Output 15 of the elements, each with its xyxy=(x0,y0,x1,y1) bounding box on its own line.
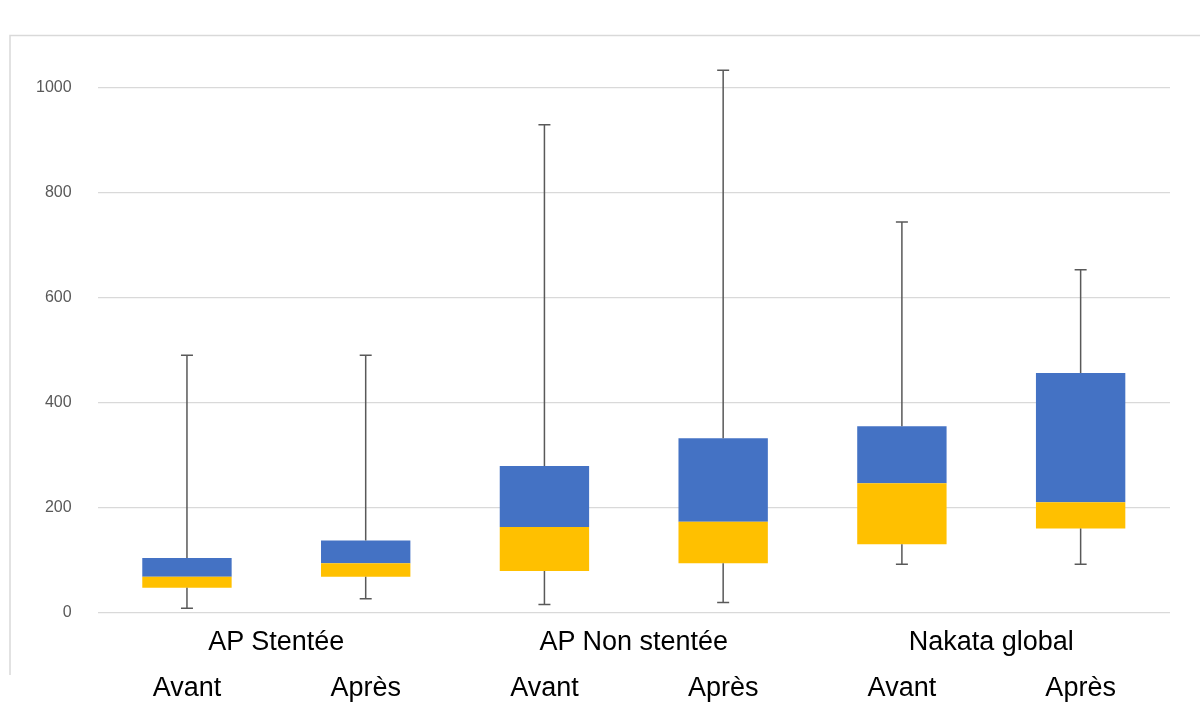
x-tick-label: Après xyxy=(330,672,401,703)
y-tick-label: 200 xyxy=(44,498,72,516)
text: AP Non stentée xyxy=(539,626,729,657)
y-tick-label: 1000 xyxy=(36,78,72,96)
x-tick-label: Après xyxy=(1045,672,1116,703)
x-tick-label: Après xyxy=(687,672,759,703)
x-tick-label: Avant xyxy=(152,672,222,703)
y-tick-label: 400 xyxy=(44,393,72,411)
y-tick-label: 800 xyxy=(44,183,72,201)
x-tick-label: Avant xyxy=(867,672,937,703)
y-tick-label: 0 xyxy=(62,603,72,621)
text: AP Stentée xyxy=(208,626,345,657)
text: Nakata global xyxy=(908,626,1074,657)
y-tick-label: 600 xyxy=(44,288,72,306)
x-tick-label: Avant xyxy=(510,672,580,703)
